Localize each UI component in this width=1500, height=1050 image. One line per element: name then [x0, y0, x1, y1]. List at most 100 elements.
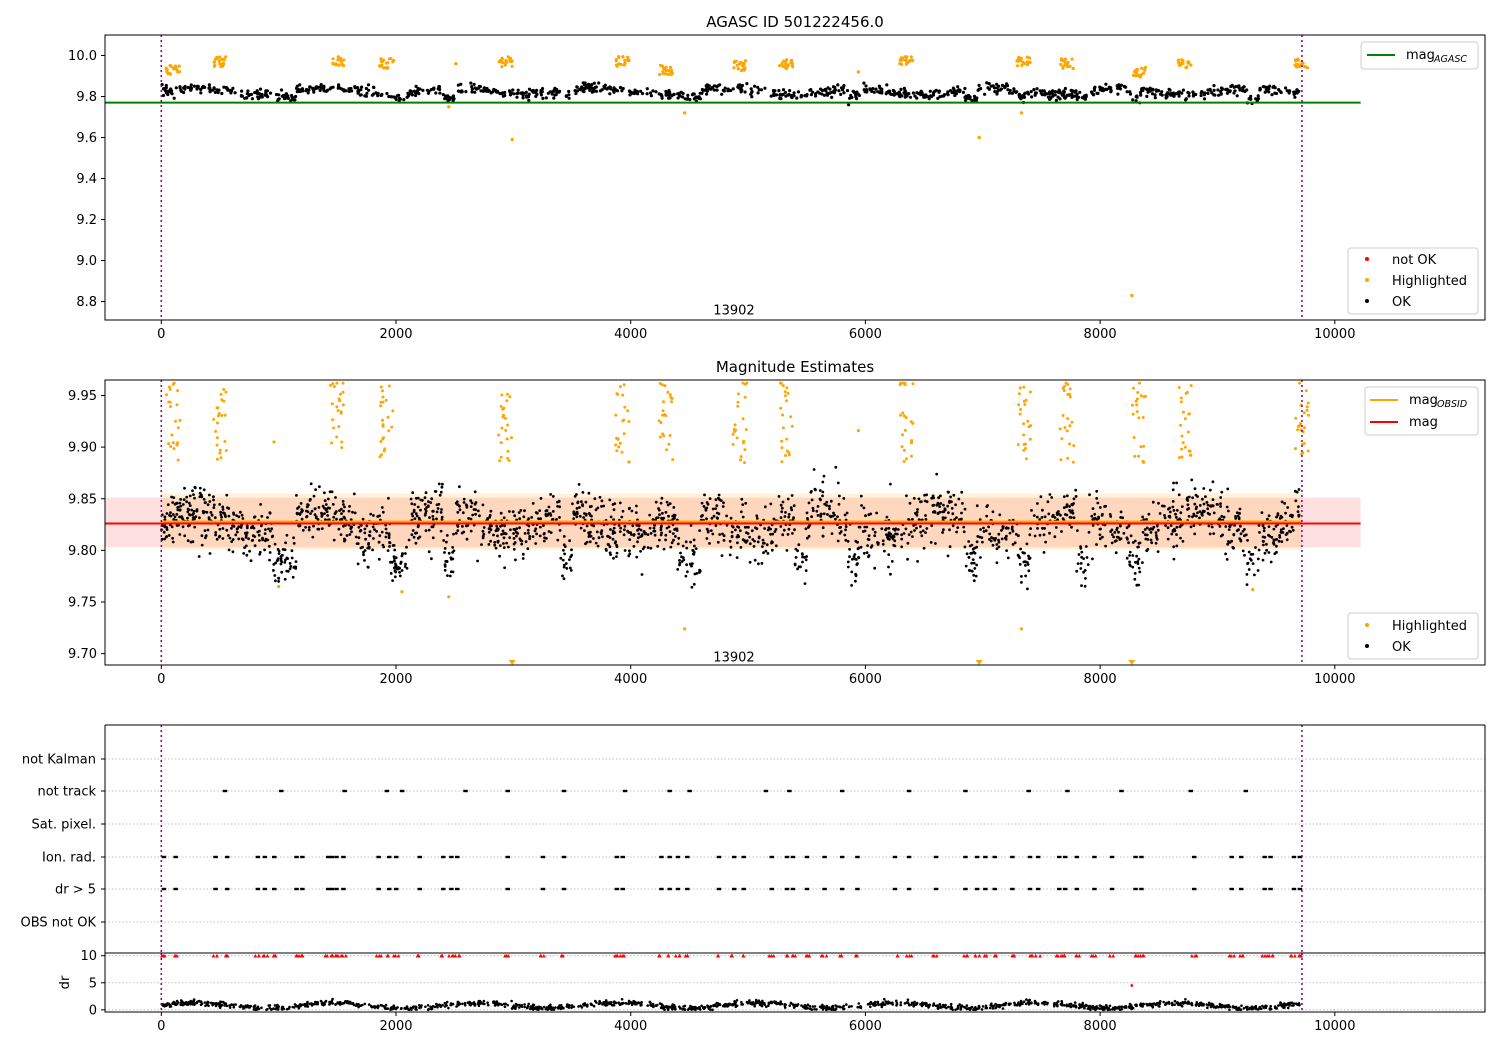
ok-point	[886, 535, 889, 539]
ok-point	[1075, 92, 1079, 96]
dr-point	[1062, 1004, 1066, 1007]
ok-point	[712, 88, 716, 92]
highlighted-point	[378, 64, 382, 68]
ok-point	[862, 81, 866, 85]
ok-point	[220, 91, 224, 96]
ok-point	[410, 502, 414, 506]
ok-point	[1128, 90, 1132, 94]
dr-point	[965, 1004, 969, 1007]
ok-point	[1004, 84, 1008, 88]
highlighted-point	[331, 57, 335, 61]
ok-point	[195, 509, 199, 513]
flag-mark	[1062, 887, 1068, 891]
ok-point	[664, 510, 668, 514]
ok-point	[714, 524, 718, 527]
highlighted-point	[331, 418, 335, 422]
ok-point	[598, 495, 602, 499]
ok-point	[416, 505, 420, 509]
ok-point	[414, 512, 418, 516]
ok-point	[1195, 505, 1198, 509]
ok-point	[470, 85, 474, 89]
ok-point	[935, 472, 939, 476]
ok-point	[636, 536, 640, 540]
ok-point	[720, 554, 724, 557]
ok-point	[1218, 525, 1222, 528]
ok-point	[216, 90, 220, 95]
highlighted-point	[905, 457, 908, 461]
ok-point	[451, 546, 455, 549]
ok-point	[1201, 509, 1205, 513]
ok-point	[1131, 98, 1135, 102]
legend-label: mag	[1409, 393, 1438, 408]
highlighted-point	[1294, 59, 1298, 63]
ok-point	[1149, 538, 1153, 542]
ok-point	[521, 557, 525, 560]
ok-point	[889, 482, 892, 486]
ok-point	[1150, 541, 1154, 545]
ok-point	[698, 529, 701, 532]
highlighted-point	[174, 67, 178, 71]
ok-point	[527, 524, 531, 528]
ok-point	[848, 547, 851, 551]
highlighted-point	[1138, 75, 1142, 79]
ok-point	[1018, 563, 1022, 566]
ok-point	[294, 94, 298, 99]
highlighted-point	[340, 446, 344, 450]
flag-mark	[620, 855, 625, 859]
ok-point	[364, 537, 367, 541]
flag-mark	[620, 887, 625, 891]
ok-point	[171, 513, 175, 516]
ok-point	[502, 536, 506, 540]
ok-point	[253, 544, 257, 548]
ok-point	[424, 491, 428, 495]
ok-point	[1119, 524, 1122, 528]
ok-point	[508, 536, 512, 539]
ok-point	[989, 539, 993, 543]
highlighted-point	[617, 55, 621, 59]
ok-point	[186, 516, 189, 520]
ok-point	[1218, 517, 1222, 521]
ok-point	[722, 534, 726, 538]
ok-point	[456, 525, 460, 528]
ok-point	[1071, 503, 1074, 507]
x-tick-label: 6000	[849, 327, 882, 342]
dr-point	[1043, 1003, 1046, 1006]
highlighted-point	[903, 383, 907, 386]
highlighted-point	[1063, 63, 1067, 67]
ok-point	[1095, 543, 1098, 546]
ok-point	[385, 531, 388, 535]
ok-point	[500, 524, 504, 527]
ok-point	[407, 538, 411, 542]
ok-point	[911, 535, 914, 538]
ok-point	[185, 500, 189, 504]
highlighted-point	[786, 391, 790, 395]
ok-point	[1154, 534, 1158, 537]
ok-point	[924, 531, 927, 534]
ok-point	[343, 505, 346, 509]
dr-point	[363, 1002, 367, 1006]
ok-point	[1225, 558, 1229, 561]
ok-point	[628, 549, 631, 553]
ok-point	[1148, 528, 1151, 531]
highlighted-point	[1028, 437, 1032, 441]
ok-point	[431, 536, 435, 540]
highlighted-point	[336, 409, 340, 412]
ok-point	[268, 529, 272, 533]
ok-point	[789, 506, 793, 510]
ok-point	[578, 88, 583, 92]
ok-point	[816, 505, 820, 508]
ok-point	[1245, 88, 1249, 92]
ok-point	[1033, 534, 1037, 538]
ok-point	[412, 89, 417, 93]
highlighted-point	[898, 62, 902, 66]
ok-point	[460, 89, 464, 93]
ok-point	[496, 527, 500, 531]
ok-point	[486, 518, 489, 521]
ok-point	[299, 502, 303, 505]
highlighted-point	[503, 416, 507, 420]
ok-point	[1128, 92, 1133, 96]
dr-point	[1130, 1007, 1133, 1011]
ok-point	[558, 529, 562, 532]
ok-point	[424, 529, 428, 533]
